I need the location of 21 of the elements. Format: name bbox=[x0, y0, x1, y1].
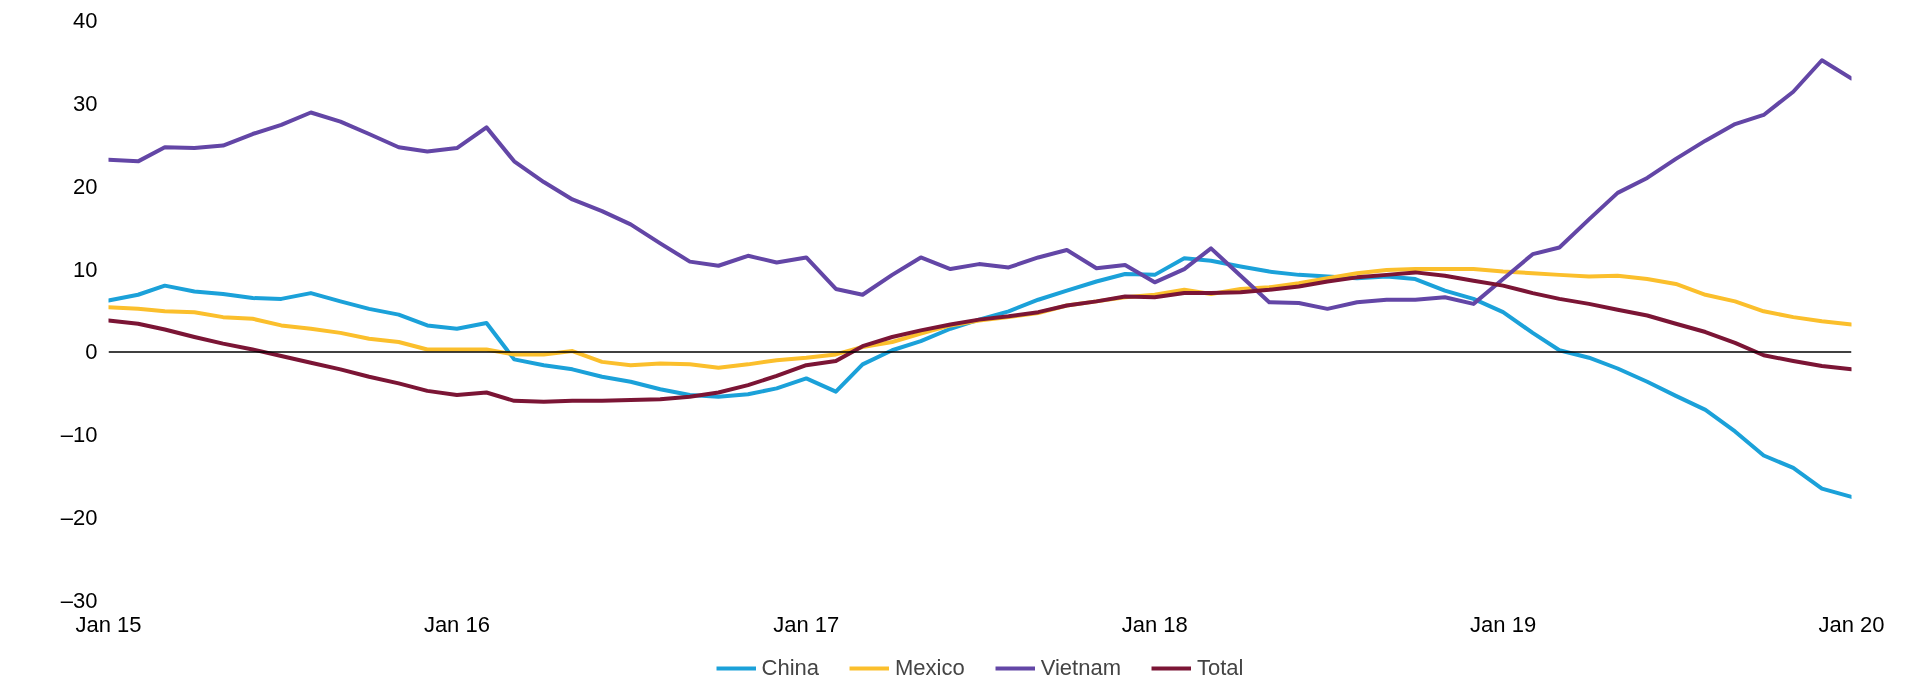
x-tick-label: Jan 15 bbox=[75, 611, 142, 637]
y-tick-label: 10 bbox=[73, 256, 98, 282]
x-tick-label: Jan 20 bbox=[1818, 611, 1885, 637]
y-tick-label: 40 bbox=[73, 8, 98, 33]
y-tick-label: 30 bbox=[73, 90, 98, 116]
x-tick-label: Jan 17 bbox=[773, 611, 840, 637]
y-tick-label: 20 bbox=[73, 173, 98, 199]
line-series bbox=[108, 256, 1852, 499]
y-tick-label: 0 bbox=[85, 339, 98, 365]
legend-label: Mexico bbox=[895, 654, 965, 681]
x-tick-label: Jan 19 bbox=[1470, 611, 1537, 637]
x-tick-label: Jan 18 bbox=[1121, 611, 1188, 637]
y-tick-label: –10 bbox=[60, 422, 98, 448]
y-tick-label: –20 bbox=[60, 505, 98, 531]
line-series bbox=[108, 58, 1852, 311]
legend-label: Vietnam bbox=[1040, 654, 1121, 681]
legend-label: Total bbox=[1197, 654, 1244, 681]
x-tick-label: Jan 16 bbox=[423, 611, 490, 637]
y-tick-label: –30 bbox=[60, 588, 98, 613]
legend-label: China bbox=[761, 654, 819, 681]
line-series bbox=[108, 270, 1852, 404]
